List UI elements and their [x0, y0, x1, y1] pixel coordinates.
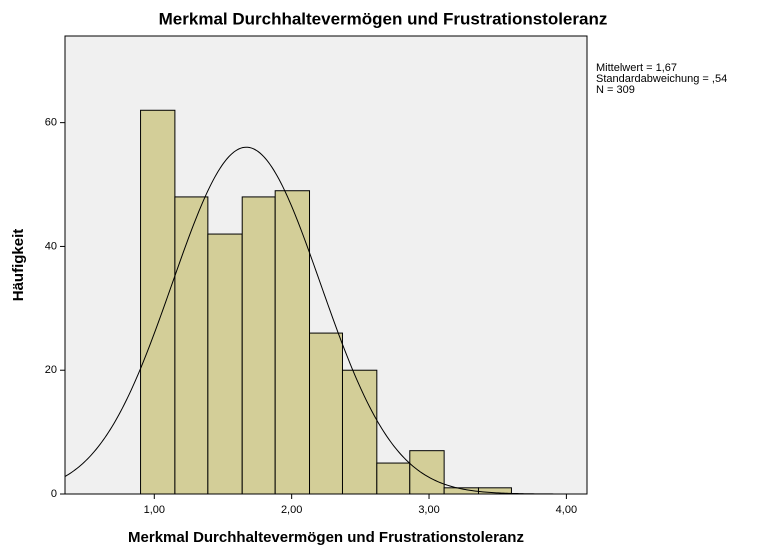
bar	[274, 190, 311, 495]
x-tick-label: 4,00	[556, 504, 577, 516]
y-tick-label: 40	[45, 240, 57, 252]
y-tick-label: 60	[45, 117, 57, 129]
bar	[376, 462, 411, 495]
x-axis-label: Merkmal Durchhaltevermögen und Frustrati…	[128, 529, 524, 546]
x-tick-label: 2,00	[281, 504, 302, 516]
x-tick-label: 1,00	[144, 504, 165, 516]
normal-curve	[64, 146, 587, 495]
stats-label: Mittelwert = 1,67	[596, 62, 677, 74]
stats-label: Standardabweichung = ,54	[596, 73, 727, 85]
bar	[409, 450, 445, 495]
x-tick-label: 3,00	[418, 504, 439, 516]
bar	[341, 369, 378, 495]
y-tick-label: 20	[45, 364, 57, 376]
bar	[207, 233, 243, 495]
bar	[309, 332, 343, 495]
bar	[241, 196, 276, 495]
y-tick-label: 0	[51, 488, 57, 500]
stats-label: N = 309	[596, 84, 635, 96]
chart-title: Merkmal Durchhaltevermögen und Frustrati…	[159, 9, 608, 28]
bar	[140, 109, 176, 495]
bar	[174, 196, 209, 495]
y-axis-label: Häufigkeit	[10, 229, 27, 302]
